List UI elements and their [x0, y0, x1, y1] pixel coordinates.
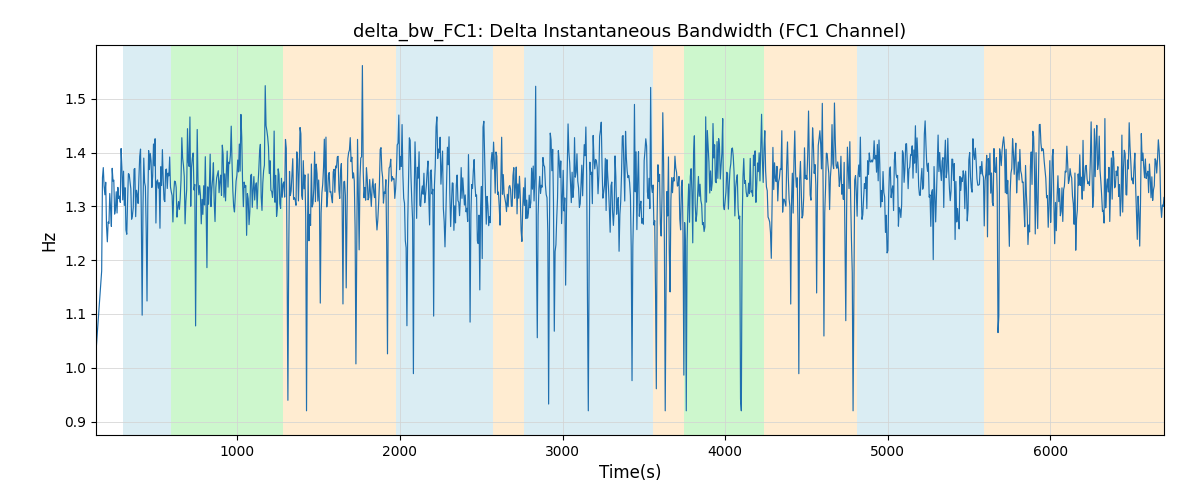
Bar	[684, 45, 764, 435]
Bar	[396, 45, 493, 435]
Bar	[523, 45, 653, 435]
Bar	[170, 45, 283, 435]
Bar	[283, 45, 396, 435]
Bar	[857, 45, 984, 435]
Bar	[764, 45, 857, 435]
Y-axis label: Hz: Hz	[41, 230, 59, 250]
Title: delta_bw_FC1: Delta Instantaneous Bandwidth (FC1 Channel): delta_bw_FC1: Delta Instantaneous Bandwi…	[353, 22, 907, 41]
Bar	[653, 45, 684, 435]
Bar	[984, 45, 1164, 435]
Bar	[493, 45, 523, 435]
X-axis label: Time(s): Time(s)	[599, 464, 661, 482]
Bar	[122, 45, 170, 435]
